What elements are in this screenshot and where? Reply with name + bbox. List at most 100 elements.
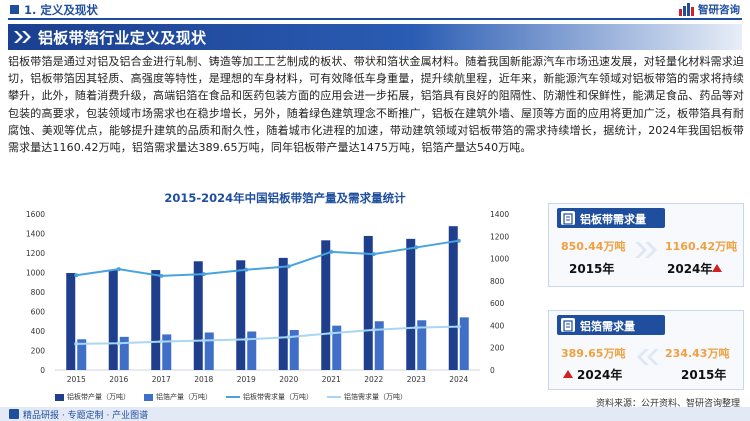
card-label: 铝板带需求量 — [580, 213, 646, 226]
brand: 智研咨询 — [679, 2, 740, 17]
point-foil-demand — [329, 331, 334, 336]
point-sheet-demand — [329, 249, 334, 254]
source-note: 资料来源：公开资料、智研咨询整理 — [595, 399, 740, 409]
section-marker — [10, 5, 19, 14]
report-icon — [9, 409, 19, 419]
y-left-tick-label: 800 — [31, 288, 46, 297]
section-header: 1. 定义及现状 智研咨询 — [0, 0, 750, 20]
bar-sheet-production — [321, 240, 331, 370]
card-header: 铝箔需求量 — [557, 315, 665, 335]
legend-swatch — [55, 393, 64, 401]
legend-label: 铝箔需求量（万吨） — [344, 393, 407, 401]
point-foil-demand — [244, 337, 249, 342]
y-right-tick-label: 1200 — [490, 232, 509, 241]
footer-bar: 精品研报 · 专题定制 · 产业图谱 — [0, 407, 750, 421]
point-sheet-demand — [286, 264, 291, 269]
point-sheet-demand — [414, 245, 419, 250]
bar-sheet-production — [193, 261, 203, 370]
x-tick-label: 2021 — [322, 375, 341, 384]
year-right: 2024年 — [667, 262, 713, 276]
y-right-tick-label: 0 — [490, 366, 495, 375]
bar-sheet-production — [66, 272, 76, 370]
line-sheet-demand — [76, 239, 459, 277]
x-tick-label: 2020 — [279, 375, 298, 384]
value-2015: 850.44万吨 — [561, 240, 626, 253]
x-tick-label: 2015 — [67, 375, 86, 384]
section-divider — [8, 18, 742, 20]
y-right-tick-label: 200 — [490, 344, 505, 353]
point-foil-demand — [201, 338, 206, 343]
y-right-tick-label: 600 — [490, 299, 505, 308]
legend-line — [327, 396, 341, 398]
y-left-tick-label: 400 — [31, 327, 46, 336]
year-left: 2024年 — [577, 368, 623, 382]
x-tick-label: 2024 — [449, 375, 468, 384]
legend-item-foil-production: 铝箔产量（万吨） — [144, 392, 212, 402]
value-2015: 234.43万吨 — [665, 347, 730, 360]
brand-name: 智研咨询 — [698, 4, 740, 16]
year-left: 2015年 — [569, 262, 615, 276]
bar-sheet-production — [278, 257, 288, 370]
section-title: 1. 定义及现状 — [24, 3, 98, 17]
point-sheet-demand — [244, 267, 249, 272]
y-right-tick-label: 400 — [490, 321, 505, 330]
point-sheet-demand — [74, 273, 79, 278]
bar-foil-production — [374, 321, 384, 370]
bar-foil-production — [77, 339, 87, 370]
foil-demand-card: 铝箔需求量 389.65万吨 234.43万吨 2024年 2015年 — [548, 310, 744, 390]
bar-sheet-production — [448, 226, 458, 370]
bar-foil-production — [289, 330, 299, 370]
chevron-right-icon — [635, 242, 657, 258]
y-left-tick-label: 1400 — [26, 230, 45, 239]
point-foil-demand — [159, 339, 164, 344]
chevron-left-icon — [637, 349, 659, 365]
x-tick-label: 2019 — [237, 375, 256, 384]
point-sheet-demand — [456, 238, 461, 243]
legend-swatch — [144, 393, 153, 401]
bar-foil-production — [162, 334, 172, 370]
bar-sheet-production — [151, 270, 161, 370]
brand-logo-icon — [679, 3, 694, 16]
arrow-up-icon — [712, 264, 722, 272]
x-tick-label: 2023 — [407, 375, 426, 384]
bar-foil-production — [332, 325, 342, 370]
footer-text: 精品研报 · 专题定制 · 产业图谱 — [23, 411, 149, 421]
legend-item-sheet-demand: 铝板带需求量（万吨） — [226, 392, 313, 402]
bar-foil-production — [247, 331, 257, 370]
year-right: 2015年 — [681, 368, 727, 382]
bar-foil-production — [459, 317, 469, 370]
y-left-tick-label: 1000 — [26, 269, 45, 278]
chart-legend: 铝板带产量（万吨） 铝箔产量（万吨） 铝板带需求量（万吨） 铝箔需求量（万吨） — [55, 392, 525, 402]
legend-label: 铝板带需求量（万吨） — [243, 393, 313, 401]
point-foil-demand — [371, 327, 376, 332]
legend-label: 铝板带产量（万吨） — [67, 393, 130, 401]
legend-item-foil-demand: 铝箔需求量（万吨） — [327, 392, 407, 402]
bar-foil-production — [417, 320, 427, 370]
legend-item-sheet-production: 铝板带产量（万吨） — [55, 392, 130, 402]
production-demand-chart: 0 200 400 600 800 1000 1200 1400 1600 0 200 400 600 8… — [26, 210, 509, 384]
y-right-tick-label: 1000 — [490, 255, 509, 264]
point-foil-demand — [116, 341, 121, 346]
sheet-demand-card: 铝板带需求量 850.44万吨 1160.42万吨 2015年 2024年 — [548, 203, 744, 287]
value-2024: 389.65万吨 — [561, 347, 626, 360]
y-right-tick-label: 1400 — [490, 210, 509, 219]
y-left-tick-label: 200 — [31, 347, 46, 356]
x-tick-label: 2017 — [152, 375, 171, 384]
card-label: 铝箔需求量 — [580, 320, 635, 333]
bar-foil-production — [119, 336, 129, 370]
document-icon — [561, 211, 575, 225]
point-foil-demand — [456, 324, 461, 329]
x-tick-label: 2018 — [194, 375, 213, 384]
legend-label: 铝箔产量（万吨） — [156, 393, 212, 401]
chart-title: 2015-2024年中国铝板带箔产量及需求量统计 — [164, 191, 406, 205]
point-foil-demand — [414, 325, 419, 330]
point-sheet-demand — [371, 252, 376, 257]
bar-sheet-production — [363, 235, 373, 370]
x-tick-label: 2022 — [364, 375, 383, 384]
page-title: 铝板带箔行业定义及现状 — [38, 29, 207, 47]
bar-sheet-production — [236, 260, 246, 370]
x-tick-label: 2016 — [109, 375, 128, 384]
value-2024: 1160.42万吨 — [665, 240, 738, 253]
point-foil-demand — [74, 341, 79, 346]
intro-paragraph: 铝板带箔是通过对铝及铝合金进行轧制、铸造等加工工艺制成的板状、带状和箔状金属材料… — [8, 55, 744, 155]
